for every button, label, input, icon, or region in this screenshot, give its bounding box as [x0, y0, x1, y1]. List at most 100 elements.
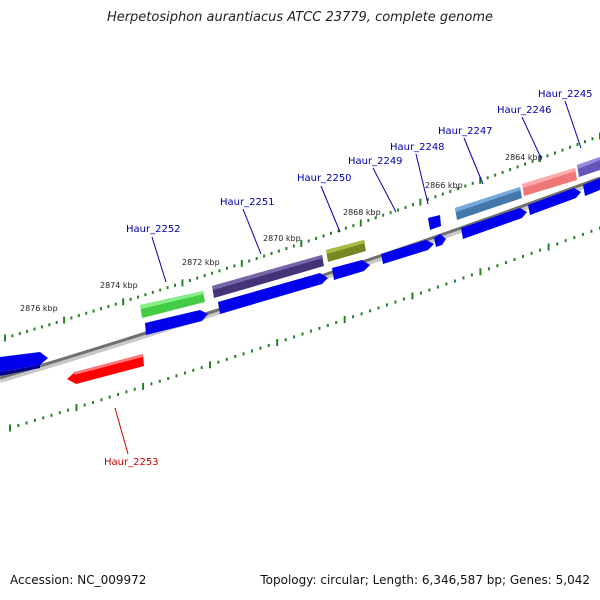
minor-tick	[369, 309, 372, 313]
minor-tick	[167, 377, 170, 380]
kbp-tick-label: 2866 kbp	[425, 181, 463, 190]
minor-tick	[129, 297, 132, 301]
minor-tick	[159, 288, 162, 292]
minor-tick	[217, 360, 220, 364]
gene-label[interactable]: Haur_2247	[438, 126, 493, 137]
cds-arrow[interactable]	[528, 188, 581, 215]
minor-tick	[211, 271, 214, 275]
cds-arrow[interactable]	[434, 234, 446, 247]
gene-block-haur-2252[interactable]	[140, 291, 205, 318]
major-tick	[539, 155, 542, 162]
minor-tick	[270, 252, 273, 255]
major-tick	[411, 292, 414, 300]
minor-tick	[462, 276, 465, 280]
major-tick	[479, 177, 482, 185]
gene-label[interactable]: Haur_2253	[104, 457, 159, 468]
kbp-tick-labels: 2876 kbp 2874 kbp 2872 kbp 2870 kbp 2868…	[20, 153, 543, 313]
gene-label[interactable]: Haur_2249	[348, 156, 403, 167]
accession-text: Accession: NC_009972	[10, 573, 147, 587]
minor-tick	[377, 306, 380, 310]
minor-tick	[259, 346, 262, 350]
minor-tick	[55, 320, 58, 324]
major-tick	[75, 404, 78, 412]
minor-tick	[151, 290, 154, 294]
minor-tick	[445, 282, 448, 286]
gene-block-highlight	[577, 157, 600, 169]
cds-arrow[interactable]	[428, 215, 441, 230]
minor-tick	[77, 314, 80, 318]
major-tick	[181, 279, 184, 287]
minor-tick	[344, 226, 347, 230]
minor-tick	[524, 162, 527, 166]
summary-text: Topology: circular; Length: 6,346,587 bp…	[260, 573, 590, 587]
gene-block-highlight	[522, 168, 576, 188]
map-title: Herpetosiphon aurantiacus ATCC 23779, co…	[106, 10, 494, 25]
minor-tick	[573, 236, 576, 240]
minor-tick	[464, 184, 467, 188]
minor-tick	[25, 421, 28, 425]
minor-tick	[591, 137, 594, 141]
minor-tick	[539, 248, 542, 252]
gene-label[interactable]: Haur_2251	[220, 197, 275, 208]
minor-tick	[263, 254, 266, 258]
cds-arrow[interactable]	[583, 178, 600, 196]
gene-label[interactable]: Haur_2245	[538, 89, 593, 100]
minor-tick	[158, 379, 161, 383]
minor-tick	[374, 216, 377, 220]
minor-tick	[67, 408, 70, 412]
minor-tick	[386, 303, 388, 307]
outer-tick-ruler	[4, 132, 600, 342]
minor-tick	[412, 203, 414, 207]
minor-tick	[576, 143, 579, 146]
gene-block-highlight	[212, 255, 323, 290]
minor-tick	[326, 323, 329, 327]
minor-tick	[301, 332, 304, 336]
cds-arrow[interactable]	[145, 310, 208, 335]
major-tick	[547, 243, 550, 251]
minor-tick	[277, 249, 280, 253]
minor-tick	[174, 283, 176, 287]
minor-tick	[397, 208, 400, 212]
cds-arrow[interactable]	[332, 260, 370, 280]
minor-tick	[441, 192, 444, 196]
minor-tick	[335, 321, 338, 324]
gene-label[interactable]: Haur_2246	[497, 105, 552, 116]
minor-tick	[584, 140, 586, 144]
minor-tick	[402, 297, 405, 301]
kbp-tick-label: 2870 kbp	[263, 234, 301, 243]
cds-arrow[interactable]	[381, 240, 434, 264]
minor-tick	[367, 218, 370, 222]
minor-tick	[516, 165, 519, 169]
gene-label[interactable]: Haur_2248	[390, 142, 445, 153]
minor-tick	[428, 288, 431, 292]
minor-tick	[486, 176, 489, 180]
minor-tick	[590, 229, 593, 233]
cds-arrow[interactable]	[461, 208, 527, 239]
cds-arrow[interactable]	[218, 273, 328, 314]
gene-label[interactable]: Haur_2252	[126, 224, 181, 235]
gene-feature-track	[67, 157, 600, 384]
minor-tick	[564, 239, 567, 243]
minor-tick	[267, 343, 270, 347]
gene-label[interactable]: Haur_2250	[297, 173, 352, 184]
minor-tick	[394, 300, 397, 304]
minor-tick	[18, 332, 21, 336]
minor-tick	[546, 154, 549, 158]
minor-tick	[426, 197, 429, 201]
cds-arrow[interactable]	[0, 352, 48, 372]
minor-tick	[218, 269, 221, 273]
major-tick	[142, 383, 145, 390]
minor-tick	[48, 323, 51, 327]
minor-tick	[522, 254, 524, 258]
minor-tick	[225, 357, 228, 361]
major-tick	[276, 339, 279, 346]
major-tick	[300, 240, 303, 247]
minor-tick	[285, 247, 288, 250]
minor-tick	[318, 326, 321, 330]
minor-tick	[192, 368, 195, 372]
minor-tick	[137, 295, 139, 299]
minor-tick	[530, 251, 533, 255]
minor-tick	[255, 257, 258, 260]
minor-tick	[581, 232, 584, 236]
